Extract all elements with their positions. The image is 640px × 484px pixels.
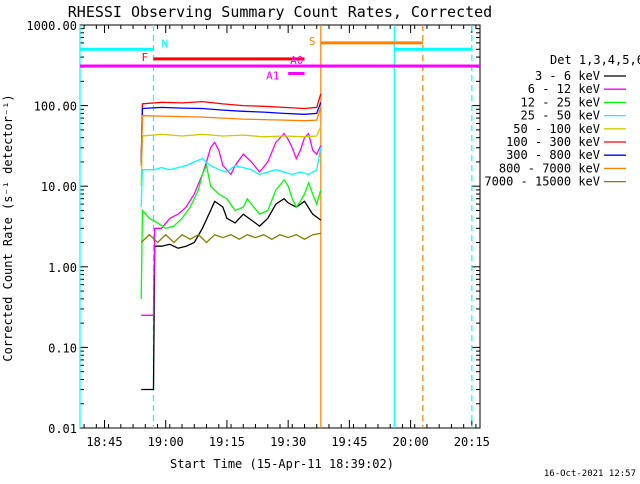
x-tick-label: 19:15 [209, 435, 245, 449]
legend-item-label: 800 - 7000 keV [499, 161, 600, 175]
legend-item-label: 3 - 6 keV [535, 69, 600, 83]
y-tick-label: 0.01 [48, 422, 77, 436]
legend-item-label: 12 - 25 keV [521, 95, 600, 109]
legend-item-label: 100 - 300 keV [506, 135, 600, 149]
series-line-8 [140, 107, 322, 166]
legend-item-label: 25 - 50 keV [521, 109, 600, 123]
y-axis-label: Corrected Count Rate (s⁻¹ detector⁻¹) [1, 94, 15, 361]
series-line-5 [140, 126, 322, 187]
series-line-7 [140, 102, 322, 162]
legend-item-label: 50 - 100 keV [513, 122, 600, 136]
footer-timestamp: 16-Oct-2021 12:57 [544, 469, 636, 479]
legend-title: Det 1,3,4,5,6,9 [550, 53, 640, 67]
plot-layer: 1000.00 100.00 10.00 1.00 0.10 0.01 18:45 19:00… [26, 19, 489, 449]
x-tick-label: 20:15 [454, 435, 490, 449]
legend-item-label: 300 - 800 keV [506, 148, 600, 162]
x-tick-label: 19:30 [270, 435, 306, 449]
series-line-9 [140, 232, 321, 244]
x-tick-label: 18:45 [86, 435, 122, 449]
series-line-6 [140, 93, 322, 162]
y-tick-label: 1000.00 [26, 19, 77, 33]
series-line-1 [141, 197, 322, 391]
y-tick-label: 10.00 [41, 180, 77, 194]
series-line-4 [140, 147, 322, 208]
x-tick-label: 19:45 [331, 435, 367, 449]
x-axis-label: Start Time (15-Apr-11 18:39:02) [170, 457, 394, 471]
y-tick-label: 100.00 [34, 100, 77, 114]
state-bar-label: F [141, 51, 148, 64]
y-tick-label: 1.00 [48, 261, 77, 275]
x-tick-label: 20:00 [393, 435, 429, 449]
series-line-3 [140, 163, 322, 299]
state-bar-label: S [309, 35, 316, 48]
state-bar-label: A0 [290, 54, 303, 67]
x-tick-label: 19:00 [148, 435, 184, 449]
state-bar-label: A1 [266, 70, 279, 83]
legend-item-label: 6 - 12 keV [528, 82, 600, 96]
legend-item-label: 7000 - 15000 keV [484, 175, 600, 189]
chart-title: RHESSI Observing Summary Count Rates, Co… [68, 3, 492, 21]
state-bar-label: N [161, 37, 168, 50]
y-tick-label: 0.10 [48, 341, 77, 355]
